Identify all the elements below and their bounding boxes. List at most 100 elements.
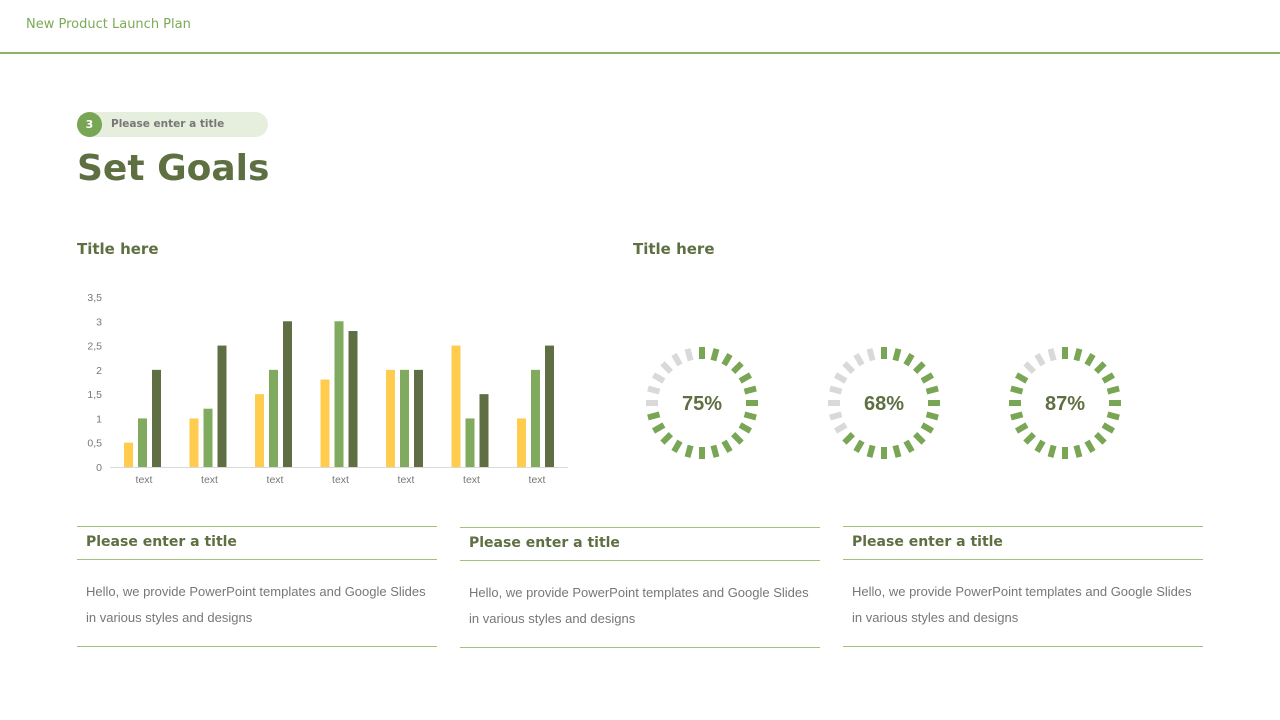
ring-tick — [730, 361, 744, 375]
ring-tick — [1047, 348, 1057, 362]
ring-tick — [1015, 422, 1029, 434]
x-tick-label: text — [463, 474, 480, 486]
bar — [334, 321, 344, 467]
y-tick-label: 0,5 — [87, 438, 102, 450]
y-tick-label: 1,5 — [87, 389, 102, 401]
bar — [152, 369, 161, 467]
card-body: Hello, we provide PowerPoint templates a… — [86, 584, 426, 625]
ring-tick — [912, 361, 926, 375]
bar — [255, 394, 264, 467]
ring-tick — [1101, 422, 1115, 434]
y-tick-label: 1 — [96, 413, 102, 425]
page-title: Set Goals — [77, 148, 270, 189]
ring-tick — [1010, 411, 1024, 421]
x-tick-label: text — [267, 474, 284, 486]
ring-tick — [1084, 353, 1096, 367]
gauge-percent-label: 87% — [1045, 393, 1085, 415]
bar — [320, 379, 330, 467]
y-tick-label: 2,5 — [87, 341, 102, 353]
ring-tick — [1084, 439, 1096, 453]
bar — [348, 331, 358, 467]
ring-tick — [892, 348, 902, 362]
section-badge: 3 Please enter a title — [77, 112, 268, 137]
ring-tick — [1093, 361, 1107, 375]
ring-tick — [743, 411, 757, 421]
card-body: Hello, we provide PowerPoint templates a… — [469, 585, 809, 626]
ring-tick — [699, 347, 705, 359]
ring-tick — [746, 400, 758, 406]
ring-tick — [647, 385, 661, 395]
ring-tick — [1062, 447, 1068, 459]
y-tick-label: 3 — [96, 316, 102, 328]
ring-tick — [1073, 348, 1083, 362]
ring-tick — [920, 372, 934, 384]
ring-tick — [646, 400, 658, 406]
card-divider — [460, 560, 820, 561]
x-tick-label: text — [201, 474, 218, 486]
ring-tick — [842, 431, 856, 445]
bar — [138, 418, 147, 467]
ring-tick — [829, 411, 843, 421]
card-divider — [77, 559, 437, 560]
ring-tick — [738, 422, 752, 434]
chart-panel-title: Title here — [77, 240, 159, 258]
ring-tick — [710, 444, 720, 458]
bar — [283, 321, 292, 467]
gauge-group: 75% 68% 87% — [646, 347, 1121, 459]
progress-ring: 68% — [828, 347, 940, 459]
ring-tick — [866, 348, 876, 362]
ring-tick — [652, 422, 666, 434]
bar — [400, 369, 409, 467]
info-card-1: Please enter a title Hello, we provide P… — [77, 526, 437, 647]
ring-tick — [1073, 444, 1083, 458]
info-card-3: Please enter a title Hello, we provide P… — [843, 526, 1203, 647]
ring-tick — [1047, 444, 1057, 458]
ring-tick — [660, 431, 674, 445]
gauge-percent-label: 75% — [682, 393, 722, 415]
bar — [479, 394, 489, 467]
ring-tick — [1109, 400, 1121, 406]
ring-tick — [738, 372, 752, 384]
progress-ring: 75% — [646, 347, 758, 459]
ring-tick — [828, 400, 840, 406]
ring-tick — [699, 447, 705, 459]
header-divider — [0, 52, 1280, 54]
card-divider — [843, 559, 1203, 560]
ring-tick — [920, 422, 934, 434]
card-title: Please enter a title — [86, 534, 237, 550]
ring-tick — [903, 439, 915, 453]
ring-tick — [1009, 400, 1021, 406]
ring-tick — [1106, 411, 1120, 421]
ring-tick — [866, 444, 876, 458]
card-title: Please enter a title — [852, 534, 1003, 550]
ring-tick — [684, 348, 694, 362]
ring-tick — [671, 353, 683, 367]
ring-tick — [1010, 385, 1024, 395]
bar — [531, 369, 540, 467]
ring-tick — [1015, 372, 1029, 384]
bar — [269, 369, 278, 467]
ring-tick — [1023, 361, 1037, 375]
ring-tick — [1062, 347, 1068, 359]
ring-tick — [903, 353, 915, 367]
ring-tick — [730, 431, 744, 445]
ring-tick — [853, 353, 865, 367]
card-body: Hello, we provide PowerPoint templates a… — [852, 584, 1192, 625]
bar — [217, 345, 227, 467]
x-tick-label: text — [332, 474, 349, 486]
ring-tick — [892, 444, 902, 458]
ring-tick — [912, 431, 926, 445]
ring-tick — [660, 361, 674, 375]
x-tick-label: text — [136, 474, 153, 486]
ring-tick — [647, 411, 661, 421]
bar — [189, 418, 199, 467]
section-number: 3 — [77, 112, 102, 137]
x-tick-label: text — [398, 474, 415, 486]
y-tick-label: 3,5 — [87, 292, 102, 304]
ring-tick — [829, 385, 843, 395]
presentation-title: New Product Launch Plan — [26, 17, 191, 32]
ring-tick — [834, 372, 848, 384]
ring-tick — [842, 361, 856, 375]
ring-tick — [928, 400, 940, 406]
y-tick-label: 2 — [96, 365, 102, 377]
